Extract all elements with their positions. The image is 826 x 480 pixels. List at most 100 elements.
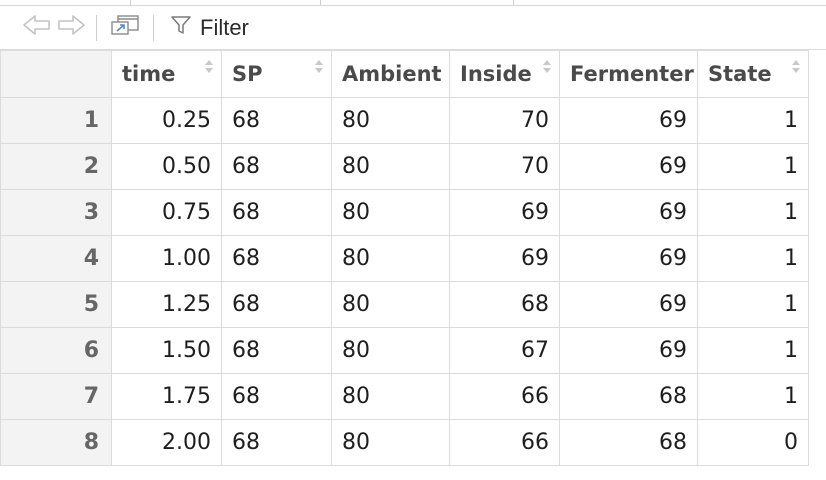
pop-out-window-icon [109,13,141,42]
table-row[interactable]: 2 0.50 68 80 70 69 1 [0,143,809,190]
cell-sp: 68 [221,235,332,282]
cell-inside: 68 [449,281,560,328]
table-row[interactable]: 7 1.75 68 80 66 68 1 [0,373,809,420]
cell-state: 1 [697,281,809,328]
cell-ambient: 80 [331,143,450,190]
filter-funnel-icon [170,14,192,42]
column-header-label: SP [232,62,263,86]
column-header-label: Fermenter [570,62,694,86]
cell-ambient: 80 [331,189,450,236]
back-arrow-icon [22,14,52,41]
pop-out-button[interactable] [105,13,145,43]
header-row: time SP Ambient Inside Fermenter State [0,50,809,98]
toolbar-separator [96,14,97,41]
cell-ambient: 80 [331,97,450,144]
cell-time: 0.75 [111,189,222,236]
cell-time: 1.50 [111,327,222,374]
data-grid: time SP Ambient Inside Fermenter State 1… [0,50,809,466]
sort-icon [315,60,323,73]
tab-divider [320,0,321,5]
cell-state: 1 [697,189,809,236]
cell-inside: 67 [449,327,560,374]
row-number: 7 [0,373,112,420]
cell-inside: 66 [449,373,560,420]
table-row[interactable]: 3 0.75 68 80 69 69 1 [0,189,809,236]
cell-time: 2.00 [111,419,222,466]
row-number: 5 [0,281,112,328]
column-header-label: time [122,62,176,86]
table-row[interactable]: 8 2.00 68 80 66 68 0 [0,419,809,466]
cell-fermenter: 68 [559,419,698,466]
column-header-time[interactable]: time [111,50,222,98]
cell-state: 0 [697,419,809,466]
table-row[interactable]: 5 1.25 68 80 68 69 1 [0,281,809,328]
cell-state: 1 [697,97,809,144]
back-button[interactable] [20,13,54,43]
cell-fermenter: 68 [559,373,698,420]
cell-fermenter: 69 [559,143,698,190]
table-row[interactable]: 4 1.00 68 80 69 69 1 [0,235,809,282]
cell-sp: 68 [221,327,332,374]
cell-inside: 66 [449,419,560,466]
row-number: 2 [0,143,112,190]
row-number: 3 [0,189,112,236]
column-header-label: Ambient [342,62,442,86]
column-header-state[interactable]: State [697,50,809,98]
row-number-header [0,50,112,98]
cell-inside: 69 [449,189,560,236]
sort-icon [543,60,551,73]
cell-state: 1 [697,235,809,282]
row-number: 4 [0,235,112,282]
toolbar-separator [153,14,154,41]
row-number: 1 [0,97,112,144]
row-number: 8 [0,419,112,466]
column-header-label: Inside [460,62,532,86]
filter-label: Filter [200,14,249,40]
cell-time: 1.75 [111,373,222,420]
cell-state: 1 [697,327,809,374]
viewer-toolbar: Filter [0,6,826,50]
forward-arrow-icon [56,14,86,41]
cell-ambient: 80 [331,281,450,328]
table-row[interactable]: 6 1.50 68 80 67 69 1 [0,327,809,374]
cell-fermenter: 69 [559,97,698,144]
table-row[interactable]: 1 0.25 68 80 70 69 1 [0,97,809,144]
forward-button[interactable] [54,13,88,43]
row-number: 6 [0,327,112,374]
cell-fermenter: 69 [559,189,698,236]
cell-fermenter: 69 [559,281,698,328]
sort-icon [792,60,800,73]
cell-ambient: 80 [331,373,450,420]
sort-icon [205,60,213,73]
tab-divider [513,0,514,5]
cell-sp: 68 [221,281,332,328]
cell-ambient: 80 [331,419,450,466]
cell-inside: 69 [449,235,560,282]
cell-sp: 68 [221,189,332,236]
cell-time: 1.00 [111,235,222,282]
filter-button[interactable]: Filter [170,13,249,43]
cell-sp: 68 [221,97,332,144]
cell-state: 1 [697,143,809,190]
cell-sp: 68 [221,373,332,420]
column-header-label: State [708,62,772,86]
column-header-inside[interactable]: Inside [449,50,560,98]
pane-tab-strip [0,0,826,6]
cell-state: 1 [697,373,809,420]
cell-inside: 70 [449,97,560,144]
tab-divider [130,0,131,5]
cell-fermenter: 69 [559,235,698,282]
column-header-fermenter[interactable]: Fermenter [559,50,698,98]
cell-fermenter: 69 [559,327,698,374]
data-table: time SP Ambient Inside Fermenter State 1… [0,50,809,466]
cell-time: 1.25 [111,281,222,328]
cell-inside: 70 [449,143,560,190]
cell-sp: 68 [221,419,332,466]
cell-ambient: 80 [331,327,450,374]
cell-time: 0.25 [111,97,222,144]
cell-time: 0.50 [111,143,222,190]
column-header-sp[interactable]: SP [221,50,332,98]
cell-sp: 68 [221,143,332,190]
column-header-ambient[interactable]: Ambient [331,50,450,98]
